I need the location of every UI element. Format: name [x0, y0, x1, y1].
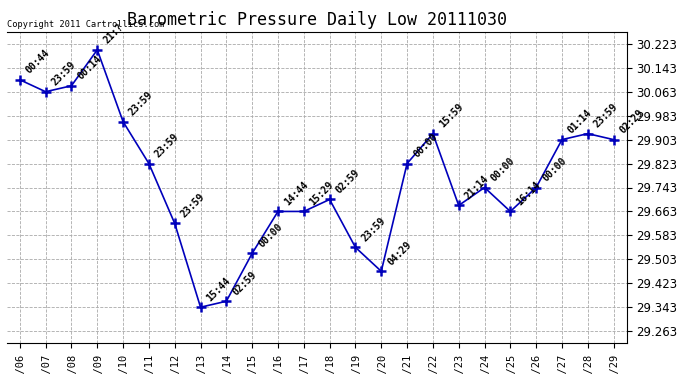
Text: Copyright 2011 Cartrollics.com: Copyright 2011 Cartrollics.com	[7, 20, 164, 29]
Text: 15:59: 15:59	[437, 102, 465, 129]
Text: 23:59: 23:59	[50, 60, 78, 88]
Text: 16:14: 16:14	[515, 179, 542, 207]
Text: 00:00: 00:00	[411, 132, 439, 159]
Text: 00:44: 00:44	[24, 48, 52, 76]
Text: 00:14: 00:14	[76, 54, 104, 82]
Text: 02:59: 02:59	[334, 168, 362, 195]
Text: 00:00: 00:00	[256, 221, 284, 249]
Text: 00:00: 00:00	[540, 156, 568, 183]
Title: Barometric Pressure Daily Low 20111030: Barometric Pressure Daily Low 20111030	[127, 11, 506, 29]
Text: 15:44: 15:44	[205, 275, 233, 303]
Text: 15:29: 15:29	[308, 179, 336, 207]
Text: 00:00: 00:00	[489, 156, 517, 183]
Text: 23:59: 23:59	[127, 90, 155, 117]
Text: 04:29: 04:29	[386, 239, 413, 267]
Text: 21:14: 21:14	[463, 174, 491, 201]
Text: 02:59: 02:59	[230, 269, 258, 297]
Text: 01:14: 01:14	[566, 108, 594, 135]
Text: 14:44: 14:44	[282, 179, 310, 207]
Text: 23:59: 23:59	[359, 215, 388, 243]
Text: 23:59: 23:59	[179, 191, 207, 219]
Text: 23:59: 23:59	[592, 102, 620, 129]
Text: 02:29: 02:29	[618, 108, 646, 135]
Text: 21:?: 21:?	[101, 22, 125, 46]
Text: 23:59: 23:59	[153, 132, 181, 159]
